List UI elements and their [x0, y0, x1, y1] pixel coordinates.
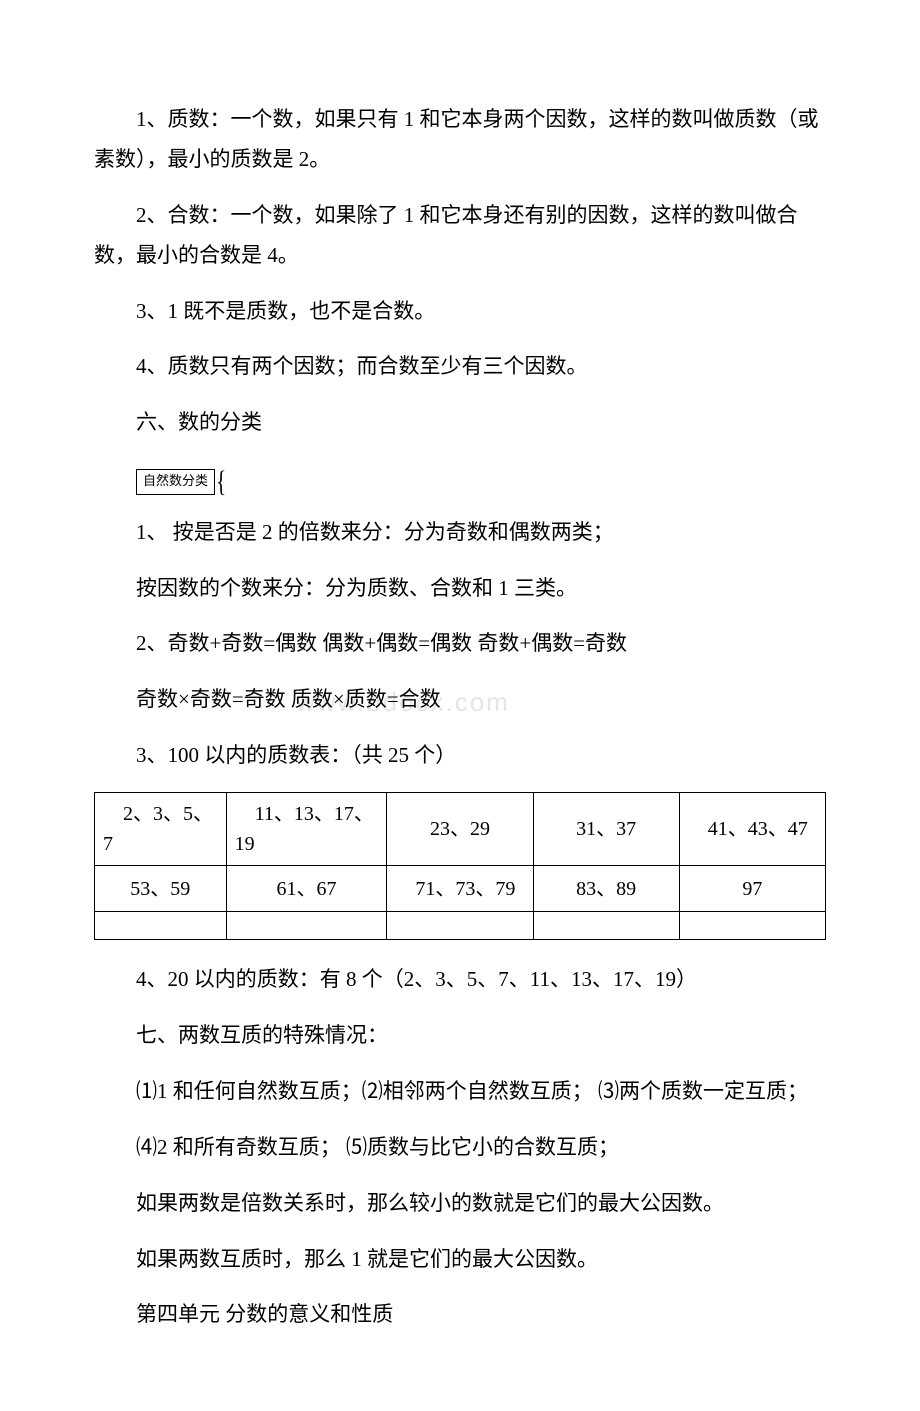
table-cell: [95, 912, 227, 940]
table-cell: 31、37: [533, 793, 679, 866]
heading-unit-4: 第四单元 分数的意义和性质: [94, 1295, 826, 1335]
table-cell: [226, 912, 387, 940]
text-content: 奇数×奇数=奇数 质数×质数=合数: [136, 687, 441, 711]
paragraph-one-neither: 3、1 既不是质数，也不是合数。: [94, 292, 826, 332]
paragraph-primes-under-20: 4、20 以内的质数：有 8 个（2、3、5、7、11、13、17、19）: [94, 960, 826, 1000]
table-row: 53、59 61、67 71、73、79 83、89 97: [95, 866, 826, 912]
paragraph-coprime-rules-2: ⑷2 和所有奇数互质； ⑸质数与比它小的合数互质；: [94, 1128, 826, 1168]
paragraph-odd-odd-product: 奇数×奇数=奇数 质数×质数=合数 www.bdocx.com: [94, 680, 826, 720]
heading-number-classification: 六、数的分类: [94, 403, 826, 443]
paragraph-prime-def: 1、质数：一个数，如果只有 1 和它本身两个因数，这样的数叫做质数（或素数），最…: [94, 100, 826, 180]
table-cell: 2、3、5、7: [95, 793, 227, 866]
paragraph-classify-by-factors: 按因数的个数来分：分为质数、合数和 1 三类。: [94, 569, 826, 609]
table-cell: [387, 912, 533, 940]
table-cell: 53、59: [95, 866, 227, 912]
table-cell: 97: [679, 866, 825, 912]
table-row: [95, 912, 826, 940]
paragraph-factor-count: 4、质数只有两个因数；而合数至少有三个因数。: [94, 347, 826, 387]
table-cell: [679, 912, 825, 940]
table-cell: 23、29: [387, 793, 533, 866]
formula-label: 自然数分类: [136, 469, 215, 495]
brace-icon: {: [216, 469, 226, 495]
table-cell: 61、67: [226, 866, 387, 912]
table-cell: [533, 912, 679, 940]
table-cell: 41、43、47: [679, 793, 825, 866]
heading-coprime-cases: 七、两数互质的特殊情况：: [94, 1016, 826, 1056]
paragraph-prime-table-heading: 3、100 以内的质数表：（共 25 个）: [94, 736, 826, 776]
paragraph-classify-by-2: 1、 按是否是 2 的倍数来分：分为奇数和偶数两类；: [94, 513, 826, 553]
table-cell: 11、13、17、19: [226, 793, 387, 866]
table-cell: 71、73、79: [387, 866, 533, 912]
prime-table: 2、3、5、7 11、13、17、19 23、29 31、37 41、43、47…: [94, 792, 826, 940]
paragraph-coprime-rules-1: ⑴1 和任何自然数互质；⑵相邻两个自然数互质； ⑶两个质数一定互质；: [94, 1072, 826, 1112]
table-row: 2、3、5、7 11、13、17、19 23、29 31、37 41、43、47: [95, 793, 826, 866]
table-cell: 83、89: [533, 866, 679, 912]
paragraph-multiple-gcd: 如果两数是倍数关系时，那么较小的数就是它们的最大公因数。: [94, 1184, 826, 1224]
formula-box: 自然数分类 {: [136, 469, 228, 495]
paragraph-composite-def: 2、合数：一个数，如果除了 1 和它本身还有别的因数，这样的数叫做合数，最小的合…: [94, 196, 826, 276]
paragraph-odd-even-sum: 2、奇数+奇数=偶数 偶数+偶数=偶数 奇数+偶数=奇数: [94, 624, 826, 664]
paragraph-coprime-gcd: 如果两数互质时，那么 1 就是它们的最大公因数。: [94, 1240, 826, 1280]
